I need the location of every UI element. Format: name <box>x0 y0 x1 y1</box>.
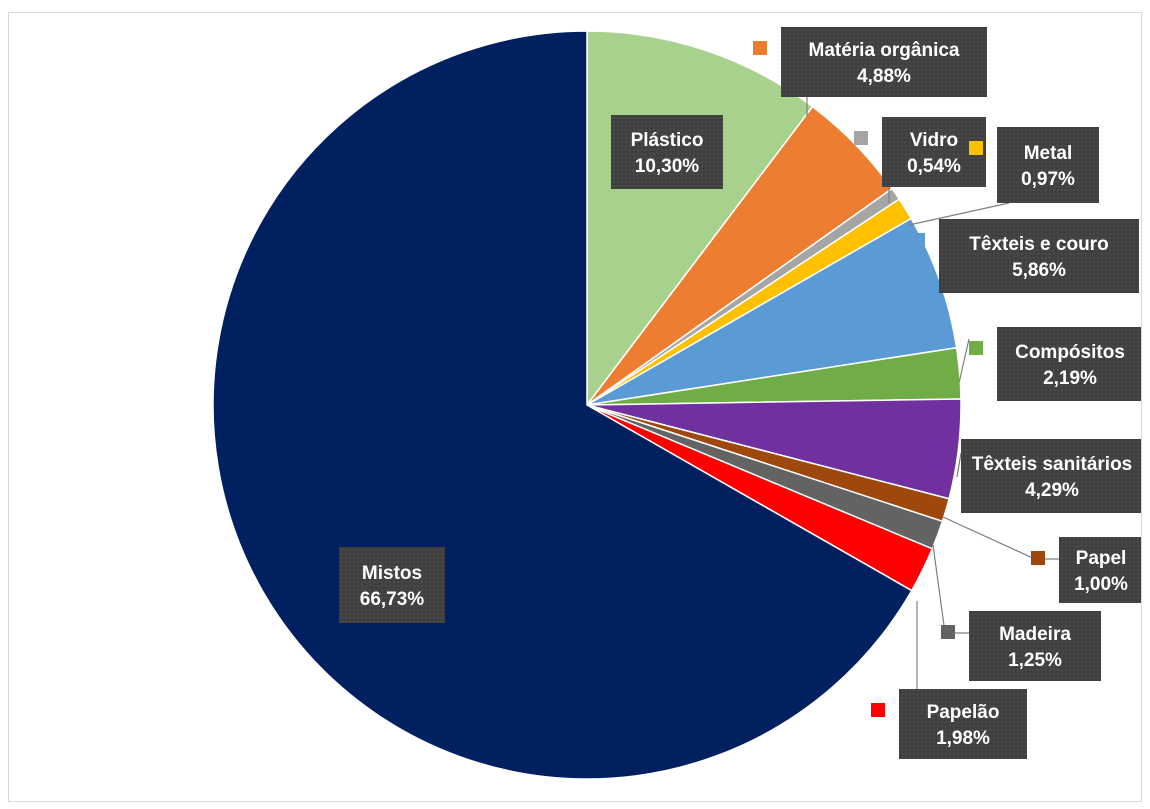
legend-key-papel <box>1031 551 1045 565</box>
legend-key-materia-organica <box>753 41 767 55</box>
label-percent: 4,88% <box>857 66 911 87</box>
label-category: Mistos <box>362 563 422 584</box>
label-box <box>969 611 1101 681</box>
legend-key-madeira <box>941 625 955 639</box>
leader-line-madeira <box>932 544 971 634</box>
data-label-materia-organica: Matéria orgânica 4,88% <box>753 27 987 97</box>
label-box <box>899 689 1027 759</box>
label-percent: 0,54% <box>907 156 961 177</box>
leader-line-compositos <box>958 338 970 384</box>
data-label-madeira: Madeira 1,25% <box>941 611 1101 681</box>
label-box <box>781 27 987 97</box>
data-label-texteis-sanitarios: Têxteis sanitários 4,29% <box>933 439 1141 513</box>
label-category: Têxteis sanitários <box>972 454 1133 475</box>
label-box <box>997 327 1141 401</box>
label-percent: 4,29% <box>1025 480 1079 501</box>
label-percent: 2,19% <box>1043 368 1097 389</box>
leader-line-texteis-sanitarios <box>956 452 962 478</box>
label-category: Matéria orgânica <box>809 40 960 61</box>
legend-key-texteis-e-couro <box>911 233 925 247</box>
label-category: Papel <box>1076 548 1127 569</box>
legend-key-vidro <box>854 131 868 145</box>
chart-frame: Plástico 10,30% Matéria orgânica 4,88% Vidro… <box>8 12 1142 802</box>
data-label-papelao: Papelão 1,98% <box>871 689 1027 759</box>
label-category: Madeira <box>999 624 1071 645</box>
data-label-metal: Metal 0,97% <box>969 127 1099 203</box>
data-label-plastico: Plástico 10,30% <box>611 115 723 189</box>
data-label-compositos: Compósitos 2,19% <box>969 327 1141 401</box>
label-box <box>961 439 1141 513</box>
label-category: Têxteis e couro <box>969 234 1108 255</box>
label-category: Metal <box>1024 143 1073 164</box>
legend-key-compositos <box>969 341 983 355</box>
legend-key-texteis-sanitarios <box>933 453 947 467</box>
label-percent: 1,98% <box>936 728 990 749</box>
label-percent: 1,25% <box>1008 650 1062 671</box>
data-label-texteis-e-couro: Têxteis e couro 5,86% <box>911 219 1139 293</box>
label-percent: 10,30% <box>635 156 700 177</box>
label-percent: 5,86% <box>1012 260 1066 281</box>
label-box <box>339 547 445 623</box>
leader-line-metal <box>908 202 1010 226</box>
data-label-papel: Papel 1,00% <box>1031 537 1141 603</box>
pie-chart: Plástico 10,30% Matéria orgânica 4,88% Vidro… <box>212 27 1141 780</box>
data-label-mistos: Mistos 66,73% <box>339 547 445 623</box>
data-label-vidro: Vidro 0,54% <box>854 117 986 187</box>
label-box <box>997 127 1099 203</box>
label-category: Compósitos <box>1015 342 1125 363</box>
label-box <box>939 219 1139 293</box>
label-box <box>882 117 986 187</box>
label-percent: 66,73% <box>360 589 425 610</box>
legend-key-metal <box>969 141 983 155</box>
label-category: Plástico <box>631 130 704 151</box>
label-percent: 0,97% <box>1021 169 1075 190</box>
label-box <box>611 115 723 189</box>
legend-key-papelao <box>871 703 885 717</box>
label-box <box>1059 537 1141 603</box>
label-category: Papelão <box>927 702 1000 723</box>
label-percent: 1,00% <box>1074 574 1128 595</box>
label-category: Vidro <box>910 130 958 151</box>
